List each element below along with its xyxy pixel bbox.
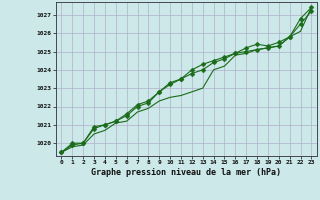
X-axis label: Graphe pression niveau de la mer (hPa): Graphe pression niveau de la mer (hPa) bbox=[92, 168, 281, 177]
